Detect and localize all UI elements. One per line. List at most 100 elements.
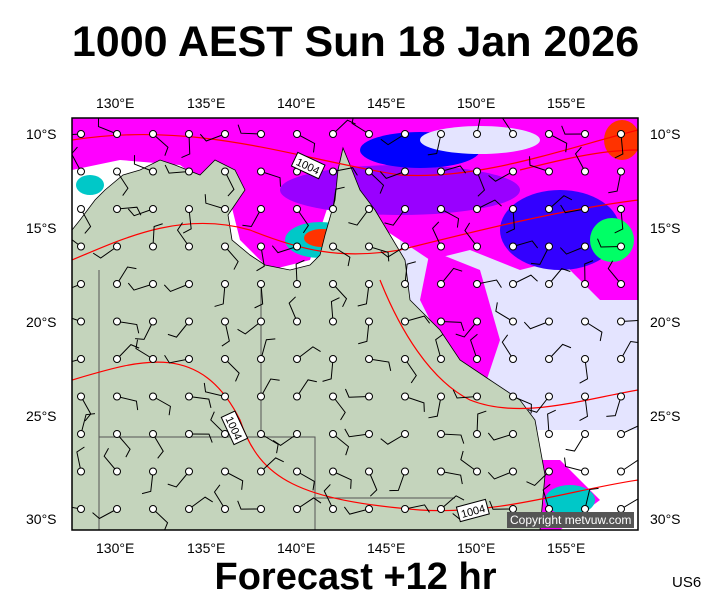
station-marker bbox=[545, 430, 553, 438]
lon-tick-top: 135°E bbox=[187, 95, 226, 111]
wind-barb bbox=[188, 396, 212, 408]
wind-barb bbox=[116, 396, 139, 411]
wind-barb bbox=[199, 133, 226, 142]
station-marker bbox=[581, 317, 589, 326]
station-marker bbox=[509, 467, 517, 476]
station-marker bbox=[581, 130, 589, 138]
wind-barb bbox=[380, 133, 406, 146]
lon-tick-bottom: 145°E bbox=[367, 540, 406, 556]
wind-barb bbox=[368, 171, 385, 194]
station-marker bbox=[185, 467, 193, 476]
station-marker bbox=[437, 430, 445, 438]
station-marker bbox=[149, 392, 157, 401]
map-title: 1000 AEST Sun 18 Jan 2026 bbox=[71, 18, 640, 66]
station-marker bbox=[473, 242, 481, 251]
station-marker bbox=[437, 392, 445, 401]
wind-barb bbox=[224, 471, 244, 490]
station-marker bbox=[293, 130, 301, 138]
station-marker bbox=[77, 430, 85, 438]
wind-barb bbox=[97, 118, 118, 135]
wind-barb bbox=[476, 171, 486, 197]
station-marker bbox=[545, 392, 553, 401]
station-marker bbox=[365, 355, 373, 363]
station-marker bbox=[113, 205, 121, 213]
station-marker bbox=[545, 130, 553, 138]
station-marker bbox=[113, 355, 121, 363]
station-marker bbox=[365, 130, 373, 138]
wind-barb bbox=[288, 296, 298, 322]
station-marker bbox=[257, 167, 265, 176]
station-marker bbox=[329, 317, 337, 326]
station-marker bbox=[113, 280, 121, 288]
wind-barb bbox=[135, 321, 154, 340]
wind-barb bbox=[152, 508, 169, 530]
wind-barb bbox=[597, 238, 622, 248]
wind-barb bbox=[188, 433, 213, 443]
station-marker bbox=[401, 280, 409, 288]
wind-barb bbox=[224, 171, 235, 197]
station-marker bbox=[149, 505, 157, 513]
wind-barb bbox=[384, 208, 406, 226]
station-marker bbox=[617, 467, 625, 476]
station-marker bbox=[185, 130, 193, 138]
station-marker bbox=[473, 205, 481, 213]
lat-tick-left: 10°S bbox=[26, 126, 57, 142]
station-marker bbox=[221, 280, 229, 288]
station-marker bbox=[329, 467, 337, 476]
station-marker bbox=[509, 430, 517, 438]
station-marker bbox=[437, 242, 445, 251]
station-marker bbox=[401, 392, 409, 401]
wind-barb bbox=[380, 433, 406, 445]
station-marker bbox=[401, 167, 409, 176]
wind-barb bbox=[548, 268, 571, 285]
wind-barb bbox=[584, 487, 599, 510]
station-marker bbox=[509, 130, 517, 138]
station-marker bbox=[257, 355, 265, 363]
station-marker bbox=[581, 205, 589, 213]
station-marker bbox=[473, 280, 481, 288]
station-marker bbox=[329, 242, 337, 251]
station-marker bbox=[437, 205, 445, 213]
wind-barb bbox=[548, 195, 573, 210]
wind-barb bbox=[368, 471, 378, 497]
station-marker bbox=[221, 467, 229, 476]
wind-barb bbox=[203, 382, 226, 397]
isobar-labels: 1004 1004 1004 bbox=[220, 151, 490, 523]
station-marker bbox=[617, 355, 625, 363]
lon-tick-bottom: 130°E bbox=[96, 540, 135, 556]
station-marker bbox=[581, 467, 589, 476]
station-marker bbox=[185, 280, 193, 288]
isobars bbox=[72, 129, 638, 512]
wind-barb bbox=[560, 204, 586, 214]
wind-barb bbox=[428, 396, 442, 419]
wind-barb bbox=[501, 118, 514, 135]
wind-barb bbox=[579, 396, 589, 422]
wind-barb bbox=[164, 354, 190, 364]
wind-barb bbox=[547, 409, 556, 435]
wind-barb bbox=[440, 471, 463, 485]
wind-barb bbox=[204, 194, 226, 210]
wind-barb bbox=[295, 259, 305, 285]
station-marker bbox=[401, 242, 409, 251]
station-marker bbox=[473, 355, 481, 363]
wind-barb bbox=[512, 274, 538, 285]
wind-barb bbox=[489, 500, 514, 510]
station-marker bbox=[437, 167, 445, 176]
wind-barb bbox=[404, 261, 416, 285]
wind-barb bbox=[242, 208, 262, 228]
wind-barb bbox=[332, 396, 346, 421]
station-marker bbox=[545, 467, 553, 476]
wind-barb bbox=[607, 260, 622, 285]
station-marker bbox=[581, 167, 589, 176]
wind-barb bbox=[214, 283, 226, 307]
station-marker bbox=[509, 392, 517, 401]
wind-barb bbox=[440, 208, 460, 228]
station-marker bbox=[149, 467, 157, 476]
station-marker bbox=[149, 430, 157, 438]
station-marker bbox=[545, 167, 553, 176]
wind-barb bbox=[348, 208, 370, 226]
copyright-label: Copyright metvuw.com bbox=[507, 512, 635, 528]
station-marker bbox=[437, 505, 445, 513]
station-marker bbox=[77, 317, 85, 326]
wind-barb bbox=[440, 433, 465, 444]
